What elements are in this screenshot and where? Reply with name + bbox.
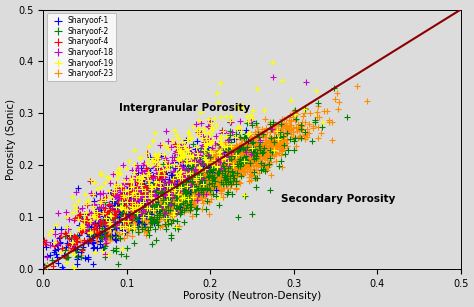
- Sharyoof-1: [97, 239, 102, 243]
- Sharyoof-4: [172, 142, 178, 145]
- Sharyoof-2: [155, 220, 160, 224]
- Sharyoof-2: [139, 190, 145, 193]
- Sharyoof-4: [74, 239, 80, 243]
- Text: Secondary Porosity: Secondary Porosity: [281, 193, 396, 204]
- Sharyoof-4: [169, 179, 175, 183]
- Sharyoof-1: [138, 190, 144, 194]
- Sharyoof-18: [206, 126, 212, 129]
- Sharyoof-2: [175, 188, 181, 192]
- Line: Sharyoof-19: Sharyoof-19: [44, 59, 326, 270]
- Sharyoof-19: [223, 115, 228, 118]
- Sharyoof-1: [90, 240, 95, 244]
- Sharyoof-18: [44, 255, 50, 259]
- Line: Sharyoof-18: Sharyoof-18: [44, 74, 309, 260]
- Sharyoof-2: [255, 152, 260, 155]
- Legend: Sharyoof-1, Sharyoof-2, Sharyoof-4, Sharyoof-18, Sharyoof-19, Sharyoof-23: Sharyoof-1, Sharyoof-2, Sharyoof-4, Shar…: [47, 14, 116, 81]
- Sharyoof-4: [153, 183, 159, 187]
- Sharyoof-2: [163, 211, 169, 215]
- Sharyoof-23: [211, 175, 217, 179]
- Sharyoof-4: [158, 173, 164, 177]
- Sharyoof-2: [186, 175, 192, 179]
- Sharyoof-19: [142, 189, 148, 192]
- Sharyoof-23: [228, 166, 234, 170]
- Sharyoof-19: [269, 60, 275, 64]
- Sharyoof-23: [233, 156, 238, 160]
- Sharyoof-18: [89, 212, 94, 215]
- Sharyoof-19: [134, 212, 140, 215]
- Sharyoof-19: [71, 266, 77, 270]
- Sharyoof-1: [132, 215, 138, 218]
- Line: Sharyoof-2: Sharyoof-2: [44, 85, 350, 267]
- Sharyoof-2: [173, 206, 179, 210]
- Sharyoof-23: [238, 147, 244, 150]
- Sharyoof-19: [64, 214, 70, 217]
- Sharyoof-1: [121, 191, 127, 195]
- Sharyoof-19: [279, 78, 284, 82]
- Text: Intergranular Porosity: Intergranular Porosity: [118, 103, 250, 113]
- Sharyoof-2: [44, 263, 50, 266]
- Sharyoof-1: [157, 175, 163, 179]
- Sharyoof-19: [165, 146, 171, 150]
- Sharyoof-4: [121, 206, 127, 210]
- Sharyoof-23: [140, 217, 146, 221]
- Sharyoof-19: [221, 145, 227, 149]
- Sharyoof-2: [163, 200, 169, 204]
- Sharyoof-18: [173, 150, 179, 154]
- Sharyoof-23: [164, 192, 170, 196]
- Sharyoof-23: [249, 172, 255, 176]
- Y-axis label: Porosity (Sonic): Porosity (Sonic): [6, 99, 16, 180]
- Sharyoof-1: [128, 198, 134, 202]
- Sharyoof-23: [42, 264, 47, 268]
- Sharyoof-4: [50, 264, 55, 268]
- Sharyoof-4: [75, 215, 81, 219]
- Sharyoof-18: [113, 182, 119, 185]
- Sharyoof-23: [354, 84, 360, 87]
- Sharyoof-18: [270, 75, 275, 79]
- Sharyoof-18: [148, 198, 154, 201]
- Sharyoof-18: [185, 169, 191, 173]
- Sharyoof-18: [85, 203, 91, 207]
- Sharyoof-1: [61, 267, 66, 270]
- Sharyoof-18: [114, 186, 119, 189]
- Line: Sharyoof-23: Sharyoof-23: [42, 83, 370, 269]
- Line: Sharyoof-4: Sharyoof-4: [41, 141, 178, 269]
- Sharyoof-2: [331, 86, 337, 89]
- Sharyoof-4: [101, 210, 107, 214]
- Sharyoof-1: [249, 119, 255, 122]
- X-axis label: Porosity (Neutron-Density): Porosity (Neutron-Density): [183, 291, 321, 301]
- Sharyoof-19: [137, 202, 143, 206]
- Sharyoof-4: [42, 242, 48, 246]
- Line: Sharyoof-1: Sharyoof-1: [42, 118, 256, 272]
- Sharyoof-23: [279, 165, 284, 169]
- Sharyoof-1: [87, 224, 92, 228]
